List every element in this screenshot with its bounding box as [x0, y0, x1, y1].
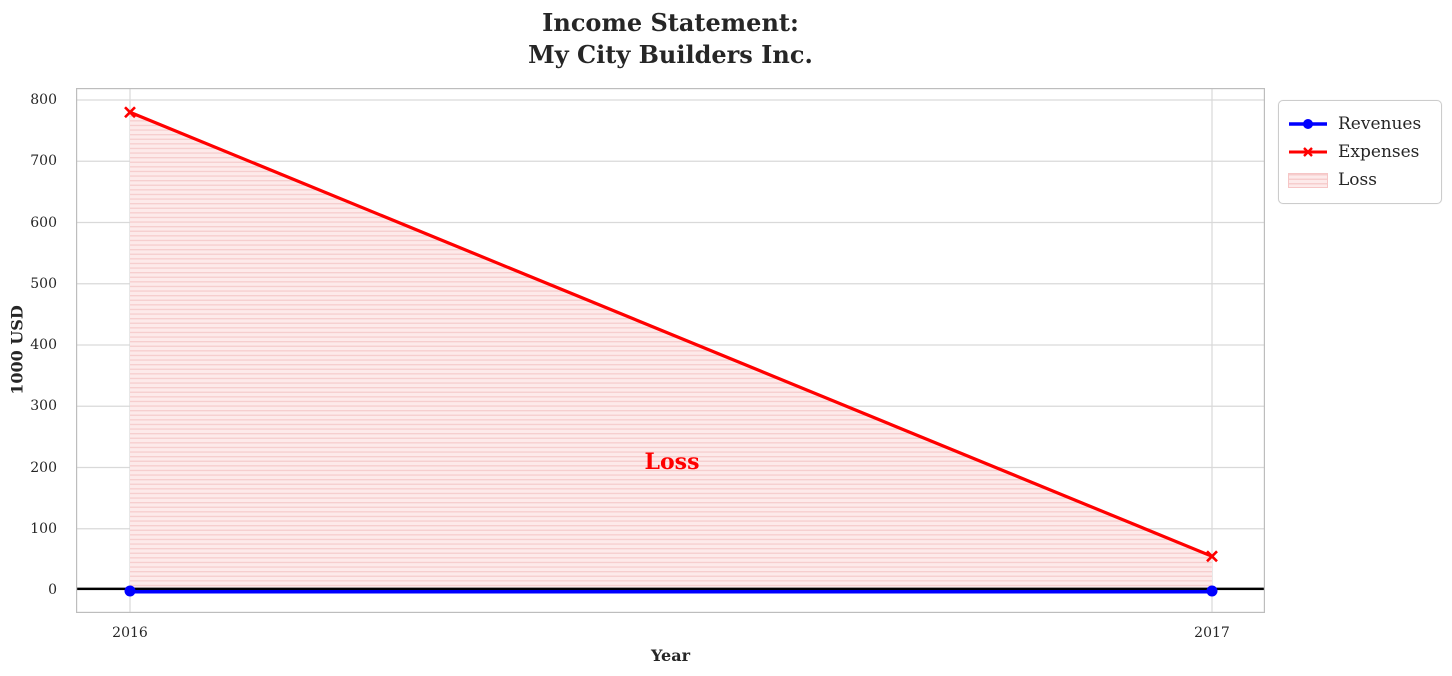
y-tick-label: 200: [30, 459, 57, 476]
y-tick-label: 800: [30, 92, 57, 108]
x-tick-label: 2017: [1194, 625, 1230, 641]
plot-area: [75, 87, 1266, 614]
y-tick-label: 100: [30, 520, 57, 537]
y-tick-label: 500: [30, 275, 57, 292]
legend-item-expenses: Expenses: [1288, 138, 1431, 166]
legend-expenses-sample-icon: [1289, 147, 1327, 157]
revenues-marker: [1206, 585, 1218, 597]
x-axis-label: Year: [650, 646, 690, 665]
chart-title-line-1: Income Statement:: [542, 8, 799, 37]
loss-annotation: Loss: [644, 449, 700, 475]
y-tick-label: 300: [30, 398, 57, 415]
legend-label: Revenues: [1338, 114, 1422, 134]
chart-title: Income Statement: My City Builders Inc.: [76, 7, 1265, 71]
revenues-marker: [124, 585, 136, 597]
legend-loss-patch-icon: [1288, 172, 1328, 188]
plot-svg: [75, 87, 1266, 614]
y-tick-label: 700: [30, 153, 57, 170]
legend-item-revenues: Revenues: [1288, 110, 1431, 138]
legend-label: Loss: [1338, 170, 1377, 190]
legend: Revenues Expenses Loss: [1278, 100, 1442, 204]
legend-label: Expenses: [1338, 142, 1420, 162]
expenses-marker: [1206, 550, 1218, 563]
x-tick-label: 2016: [112, 625, 148, 641]
loss-fill-area: [130, 112, 1212, 590]
chart-title-line-2: My City Builders Inc.: [528, 39, 813, 69]
y-tick-label: 400: [30, 337, 57, 353]
axes-spine: [75, 87, 1266, 614]
y-tick-label: 0: [48, 582, 57, 598]
legend-item-loss: Loss: [1288, 166, 1431, 194]
expenses-line: [128, 110, 1214, 558]
expenses-marker: [124, 106, 136, 119]
legend-revenues-sample-icon: [1289, 119, 1327, 129]
y-tick-label: 600: [30, 214, 57, 231]
